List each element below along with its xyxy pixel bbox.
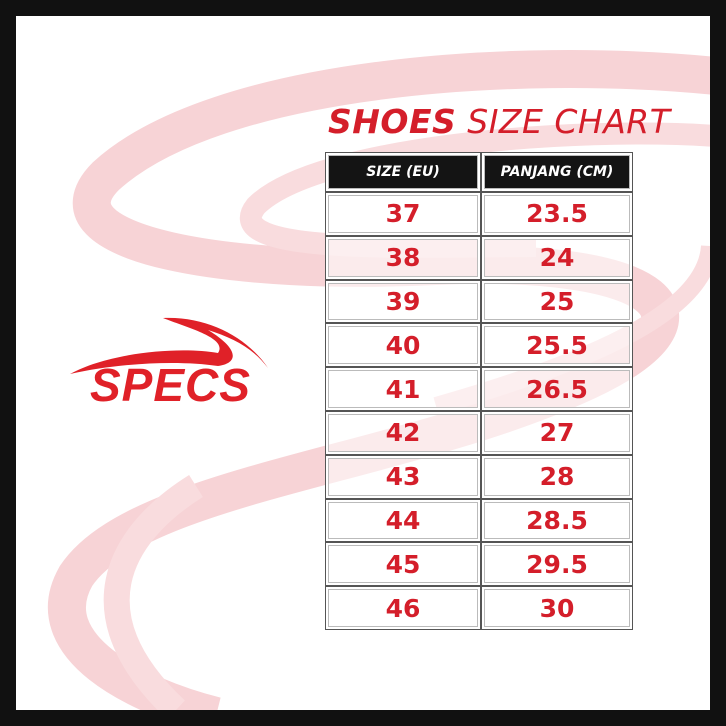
length-cm-cell: 30 (481, 586, 633, 630)
size-eu-cell: 40 (325, 323, 481, 368)
length-cm-cell: 24 (481, 235, 633, 280)
length-cm-cell: 27 (481, 410, 633, 455)
table-row: 40 25.5 (325, 323, 633, 368)
table-row: 41 26.5 (325, 367, 633, 411)
length-cm-cell: 28 (481, 454, 633, 499)
table-row: 37 23.5 (325, 192, 633, 236)
size-eu-cell: 39 (325, 279, 481, 324)
size-eu-cell: 46 (325, 586, 481, 630)
header-length: PANJANG (CM) (481, 152, 633, 192)
size-eu-cell: 45 (325, 542, 481, 587)
title-light: SIZE CHART (467, 102, 671, 141)
brand-logo: SPECS (68, 308, 278, 428)
length-cm-cell: 25.5 (481, 323, 633, 368)
length-cm-cell: 28.5 (481, 498, 633, 543)
size-eu-cell: 41 (325, 367, 481, 411)
size-eu-cell: 38 (325, 235, 481, 280)
size-table: SIZE (EU) PANJANG (CM) 37 23.5 38 24 39 25 40 2… (325, 152, 633, 630)
brand-name: SPECS (90, 359, 251, 411)
logo-swoosh-icon (70, 317, 268, 374)
size-eu-cell: 42 (325, 410, 481, 455)
table-row: 45 29.5 (325, 542, 633, 587)
size-chart-canvas: SHOES SIZE CHART SPECS SIZE (EU) PANJANG… (16, 16, 710, 710)
length-cm-cell: 23.5 (481, 192, 633, 236)
length-cm-cell: 26.5 (481, 367, 633, 411)
size-eu-cell: 44 (325, 498, 481, 543)
header-size: SIZE (EU) (325, 152, 481, 192)
table-row: 38 24 (325, 235, 633, 280)
table-row: 44 28.5 (325, 498, 633, 543)
table-row: 39 25 (325, 279, 633, 324)
length-cm-cell: 25 (481, 279, 633, 324)
size-eu-cell: 37 (325, 192, 481, 236)
table-row: 42 27 (325, 410, 633, 455)
table-row: 46 30 (325, 586, 633, 630)
table-row: 43 28 (325, 454, 633, 499)
size-eu-cell: 43 (325, 454, 481, 499)
length-cm-cell: 29.5 (481, 542, 633, 587)
table-header-row: SIZE (EU) PANJANG (CM) (325, 152, 633, 192)
title-bold: SHOES (328, 102, 457, 141)
page-title: SHOES SIZE CHART (328, 102, 670, 141)
